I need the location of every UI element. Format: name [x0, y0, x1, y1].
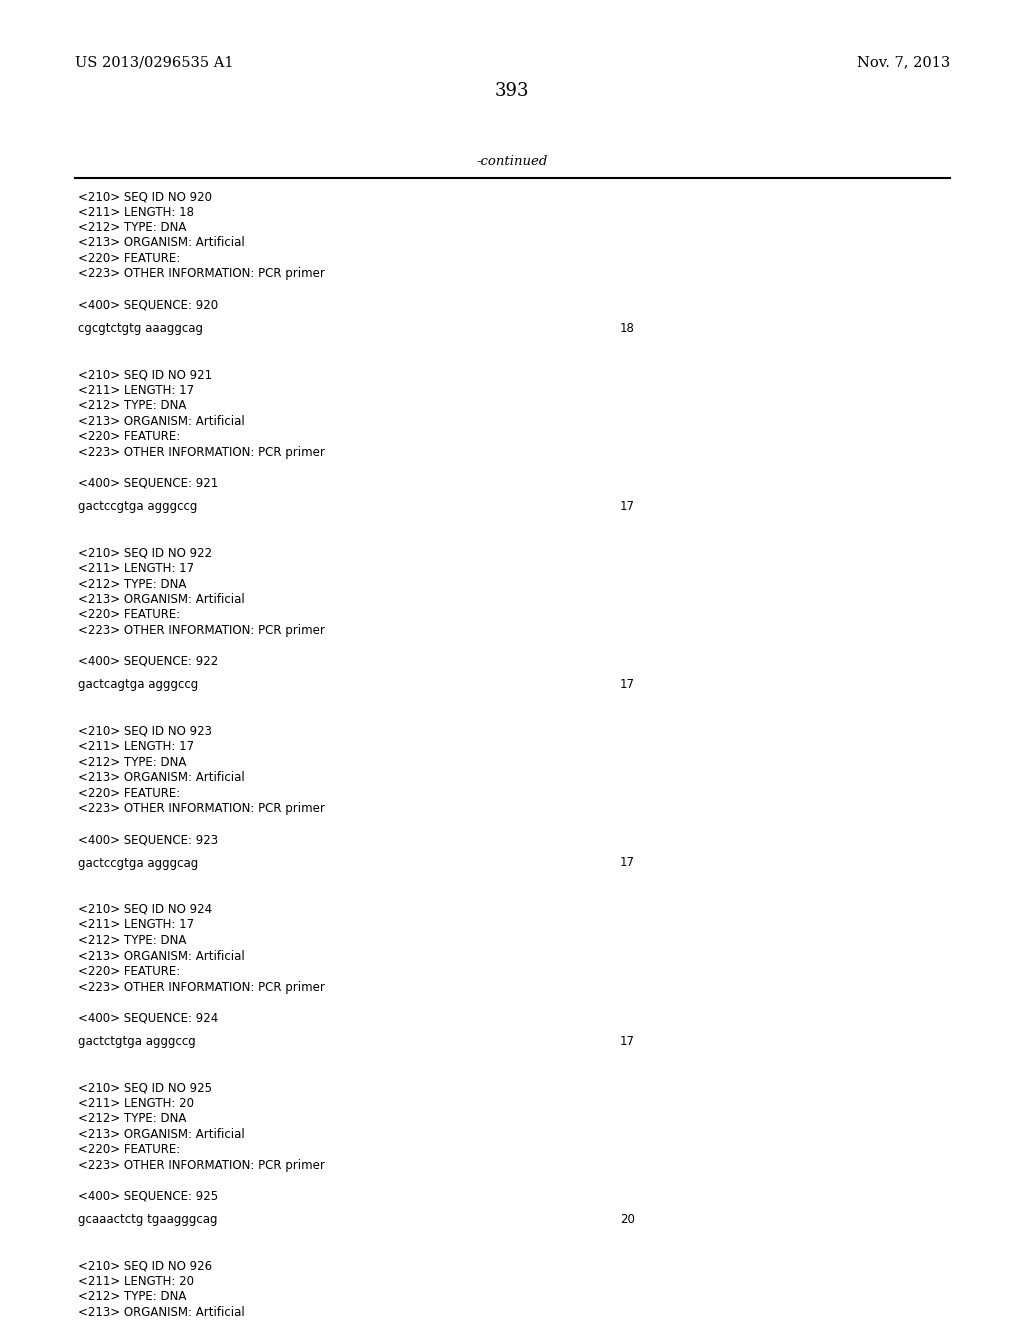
Text: <210> SEQ ID NO 923: <210> SEQ ID NO 923	[78, 725, 212, 738]
Text: <400> SEQUENCE: 925: <400> SEQUENCE: 925	[78, 1189, 218, 1203]
Text: <220> FEATURE:: <220> FEATURE:	[78, 609, 180, 622]
Text: <220> FEATURE:: <220> FEATURE:	[78, 430, 180, 444]
Text: 17: 17	[620, 857, 635, 870]
Text: <220> FEATURE:: <220> FEATURE:	[78, 252, 180, 265]
Text: <210> SEQ ID NO 921: <210> SEQ ID NO 921	[78, 368, 212, 381]
Text: <213> ORGANISM: Artificial: <213> ORGANISM: Artificial	[78, 414, 245, 428]
Text: gcaaactctg tgaagggcag: gcaaactctg tgaagggcag	[78, 1213, 217, 1226]
Text: <212> TYPE: DNA: <212> TYPE: DNA	[78, 578, 186, 590]
Text: <212> TYPE: DNA: <212> TYPE: DNA	[78, 1113, 186, 1125]
Text: 17: 17	[620, 1035, 635, 1048]
Text: <400> SEQUENCE: 921: <400> SEQUENCE: 921	[78, 477, 218, 490]
Text: <211> LENGTH: 20: <211> LENGTH: 20	[78, 1275, 194, 1288]
Text: <210> SEQ ID NO 920: <210> SEQ ID NO 920	[78, 190, 212, 203]
Text: <223> OTHER INFORMATION: PCR primer: <223> OTHER INFORMATION: PCR primer	[78, 981, 325, 994]
Text: <400> SEQUENCE: 920: <400> SEQUENCE: 920	[78, 298, 218, 312]
Text: <223> OTHER INFORMATION: PCR primer: <223> OTHER INFORMATION: PCR primer	[78, 1159, 325, 1172]
Text: 393: 393	[495, 82, 529, 100]
Text: <220> FEATURE:: <220> FEATURE:	[78, 787, 180, 800]
Text: <223> OTHER INFORMATION: PCR primer: <223> OTHER INFORMATION: PCR primer	[78, 446, 325, 459]
Text: gactccgtga agggcag: gactccgtga agggcag	[78, 857, 199, 870]
Text: <400> SEQUENCE: 924: <400> SEQUENCE: 924	[78, 1011, 218, 1024]
Text: <223> OTHER INFORMATION: PCR primer: <223> OTHER INFORMATION: PCR primer	[78, 268, 325, 281]
Text: Nov. 7, 2013: Nov. 7, 2013	[857, 55, 950, 69]
Text: <211> LENGTH: 17: <211> LENGTH: 17	[78, 741, 195, 754]
Text: <212> TYPE: DNA: <212> TYPE: DNA	[78, 399, 186, 412]
Text: 18: 18	[620, 322, 635, 335]
Text: <213> ORGANISM: Artificial: <213> ORGANISM: Artificial	[78, 1127, 245, 1140]
Text: <213> ORGANISM: Artificial: <213> ORGANISM: Artificial	[78, 236, 245, 249]
Text: gactctgtga agggccg: gactctgtga agggccg	[78, 1035, 196, 1048]
Text: <211> LENGTH: 20: <211> LENGTH: 20	[78, 1097, 194, 1110]
Text: <400> SEQUENCE: 922: <400> SEQUENCE: 922	[78, 655, 218, 668]
Text: US 2013/0296535 A1: US 2013/0296535 A1	[75, 55, 233, 69]
Text: <212> TYPE: DNA: <212> TYPE: DNA	[78, 220, 186, 234]
Text: <211> LENGTH: 18: <211> LENGTH: 18	[78, 206, 194, 219]
Text: 20: 20	[620, 1213, 635, 1226]
Text: 17: 17	[620, 500, 635, 513]
Text: <210> SEQ ID NO 922: <210> SEQ ID NO 922	[78, 546, 212, 560]
Text: <211> LENGTH: 17: <211> LENGTH: 17	[78, 919, 195, 932]
Text: <212> TYPE: DNA: <212> TYPE: DNA	[78, 756, 186, 768]
Text: <211> LENGTH: 17: <211> LENGTH: 17	[78, 384, 195, 397]
Text: <212> TYPE: DNA: <212> TYPE: DNA	[78, 1291, 186, 1304]
Text: <213> ORGANISM: Artificial: <213> ORGANISM: Artificial	[78, 771, 245, 784]
Text: <212> TYPE: DNA: <212> TYPE: DNA	[78, 935, 186, 946]
Text: <223> OTHER INFORMATION: PCR primer: <223> OTHER INFORMATION: PCR primer	[78, 624, 325, 638]
Text: 17: 17	[620, 678, 635, 692]
Text: <213> ORGANISM: Artificial: <213> ORGANISM: Artificial	[78, 949, 245, 962]
Text: <211> LENGTH: 17: <211> LENGTH: 17	[78, 562, 195, 576]
Text: <210> SEQ ID NO 925: <210> SEQ ID NO 925	[78, 1081, 212, 1094]
Text: gactcagtga agggccg: gactcagtga agggccg	[78, 678, 199, 692]
Text: <213> ORGANISM: Artificial: <213> ORGANISM: Artificial	[78, 1305, 245, 1319]
Text: gactccgtga agggccg: gactccgtga agggccg	[78, 500, 198, 513]
Text: cgcgtctgtg aaaggcag: cgcgtctgtg aaaggcag	[78, 322, 203, 335]
Text: -continued: -continued	[476, 154, 548, 168]
Text: <220> FEATURE:: <220> FEATURE:	[78, 1143, 180, 1156]
Text: <223> OTHER INFORMATION: PCR primer: <223> OTHER INFORMATION: PCR primer	[78, 803, 325, 816]
Text: <210> SEQ ID NO 926: <210> SEQ ID NO 926	[78, 1259, 212, 1272]
Text: <220> FEATURE:: <220> FEATURE:	[78, 965, 180, 978]
Text: <400> SEQUENCE: 923: <400> SEQUENCE: 923	[78, 833, 218, 846]
Text: <213> ORGANISM: Artificial: <213> ORGANISM: Artificial	[78, 593, 245, 606]
Text: <210> SEQ ID NO 924: <210> SEQ ID NO 924	[78, 903, 212, 916]
